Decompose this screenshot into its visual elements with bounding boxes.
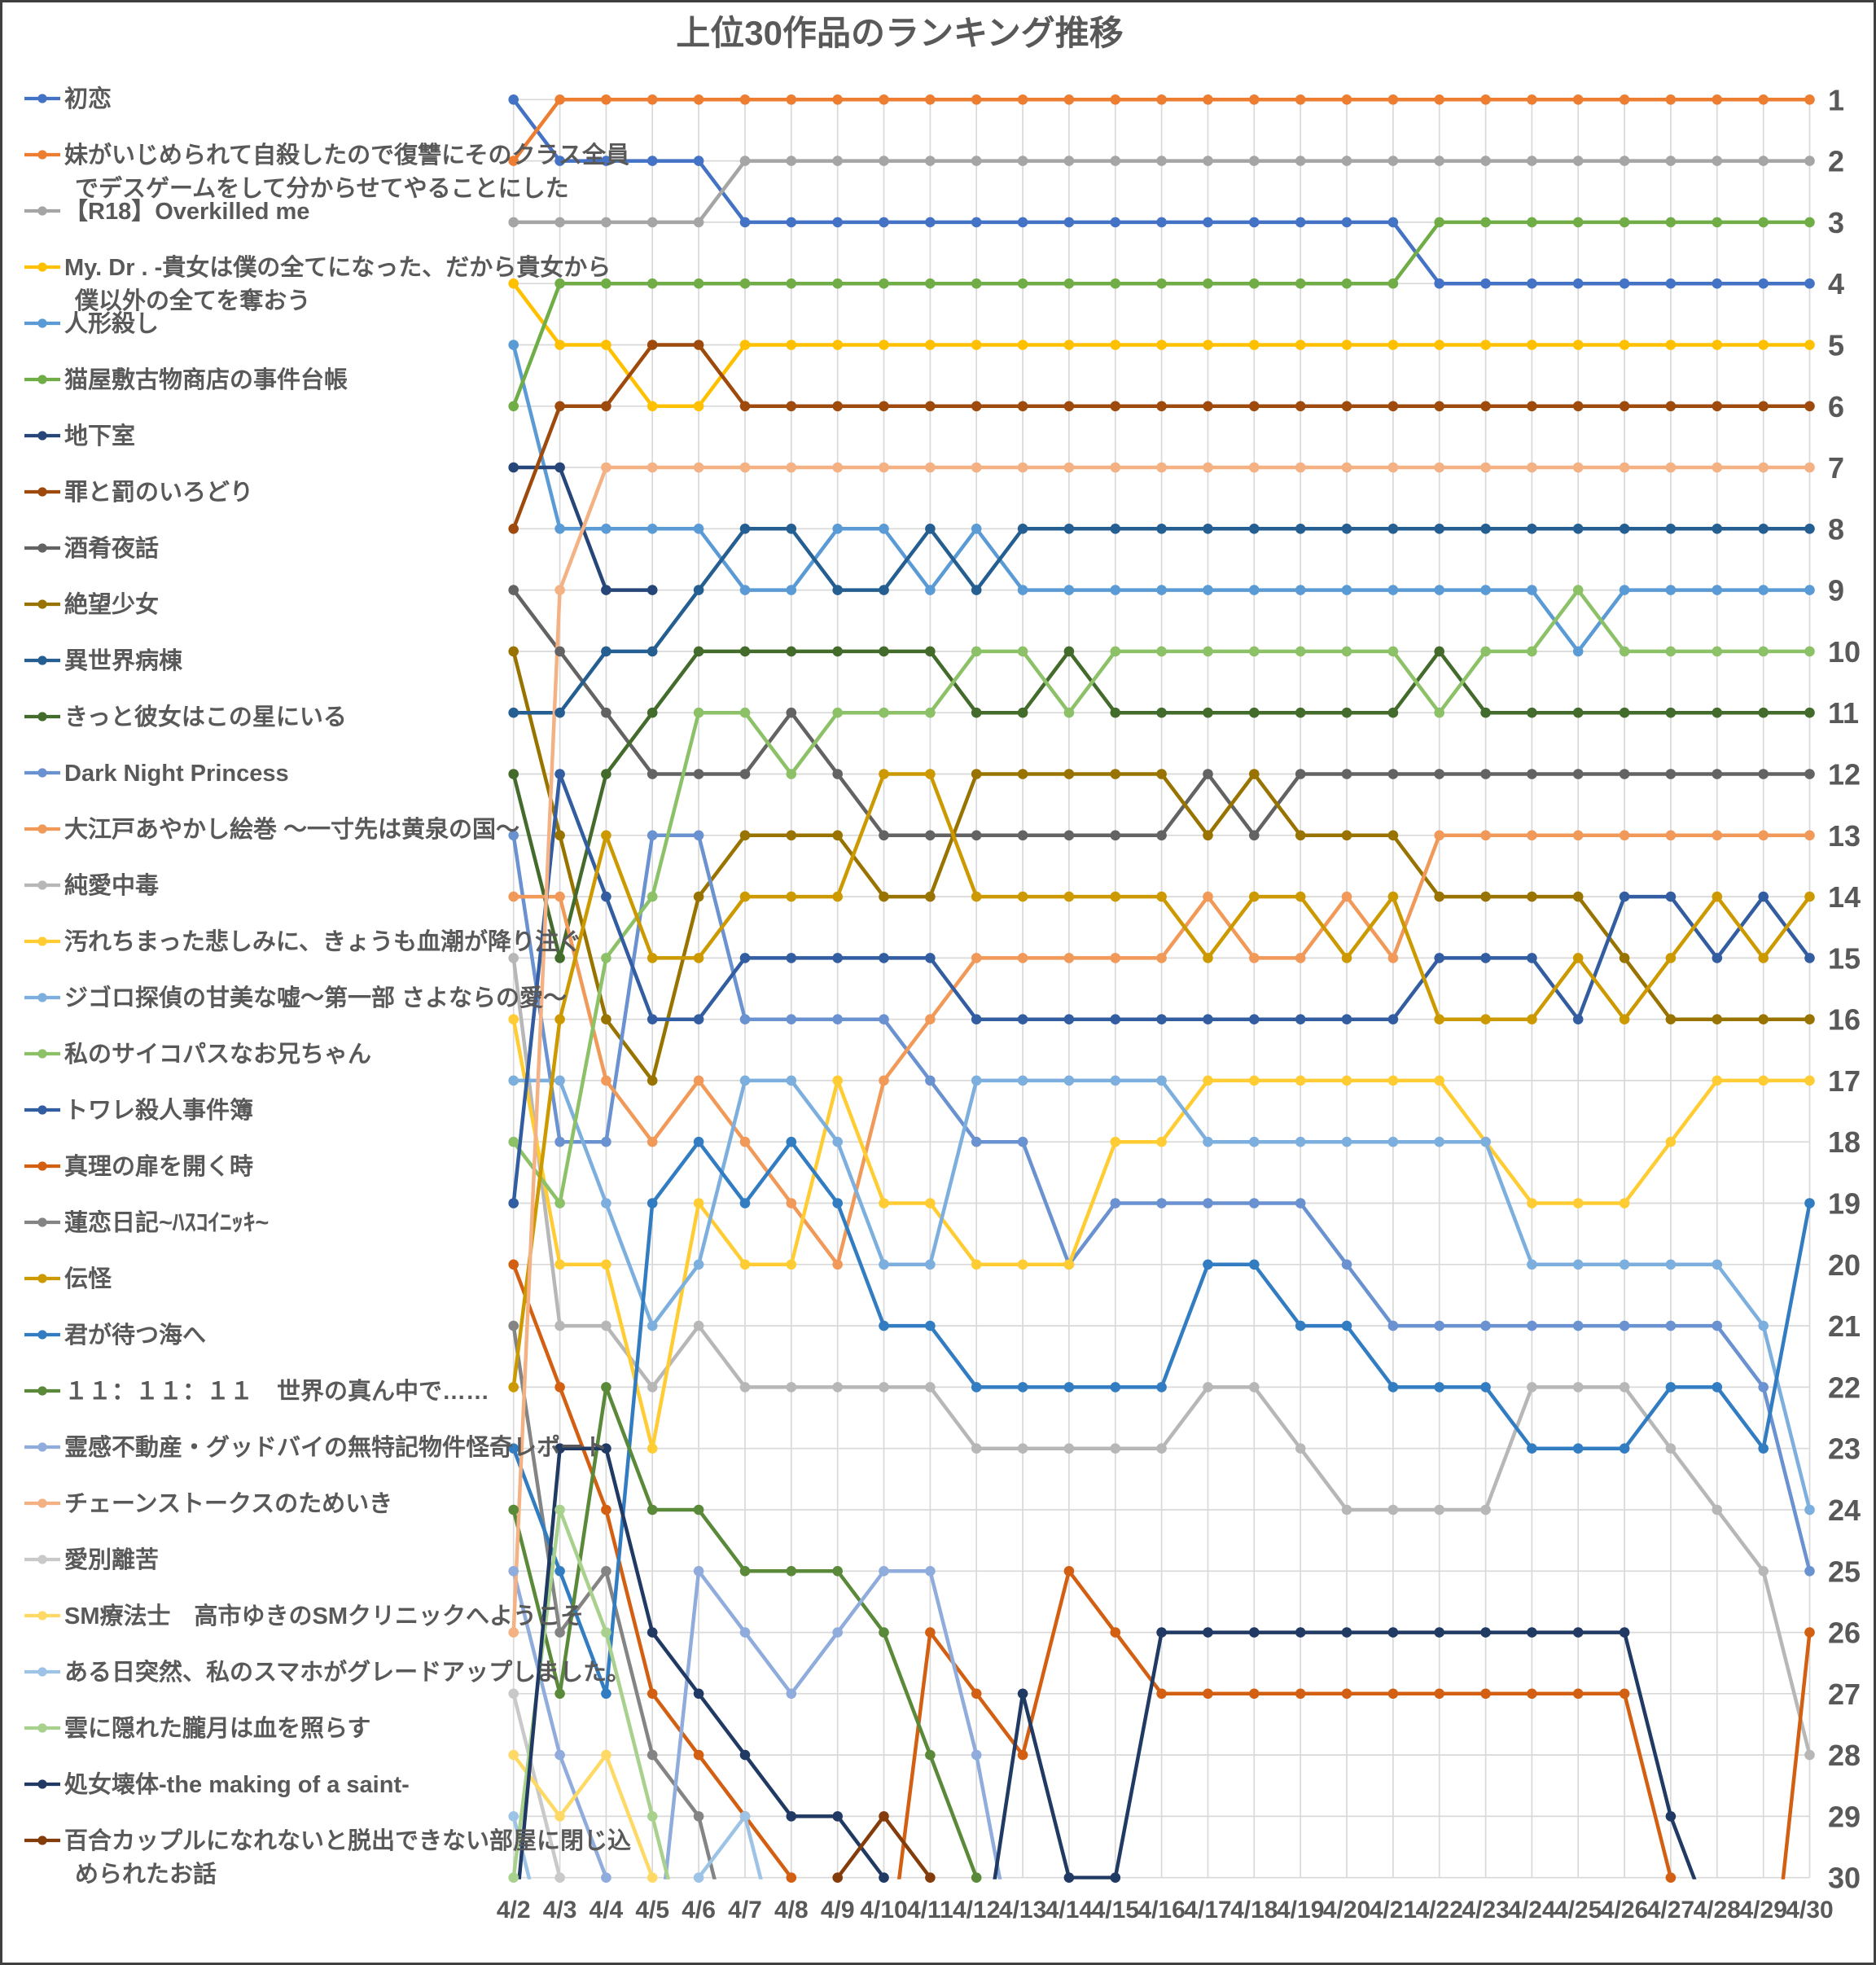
svg-text:妹がいじめられて自殺したので復讐にそのクラス全員: 妹がいじめられて自殺したので復讐にそのクラス全員 <box>64 141 629 169</box>
svg-text:真理の扉を開く時: 真理の扉を開く時 <box>64 1153 253 1180</box>
svg-text:地下室: 地下室 <box>64 422 135 450</box>
svg-text:きっと彼女はこの星にいる: きっと彼女はこの星にいる <box>64 703 347 730</box>
svg-text:4/5: 4/5 <box>635 1897 669 1923</box>
svg-text:4/8: 4/8 <box>774 1897 809 1923</box>
svg-text:4/15: 4/15 <box>1092 1897 1139 1923</box>
svg-text:4/19: 4/19 <box>1277 1897 1324 1923</box>
svg-text:4/7: 4/7 <box>728 1897 762 1923</box>
svg-text:16: 16 <box>1828 1003 1861 1037</box>
svg-text:純愛中毒: 純愛中毒 <box>64 872 159 899</box>
svg-text:大江戸あやかし絵巻 〜一寸先は黄泉の国〜: 大江戸あやかし絵巻 〜一寸先は黄泉の国〜 <box>64 815 519 843</box>
svg-text:ジゴロ探偵の甘美な嘘〜第一部 さよならの愛〜: ジゴロ探偵の甘美な嘘〜第一部 さよならの愛〜 <box>64 984 567 1011</box>
svg-text:1: 1 <box>1828 83 1844 116</box>
svg-text:4/12: 4/12 <box>953 1897 1000 1923</box>
svg-text:13: 13 <box>1828 819 1861 853</box>
svg-text:4/3: 4/3 <box>543 1897 577 1923</box>
svg-text:4/13: 4/13 <box>999 1897 1046 1923</box>
svg-text:4/30: 4/30 <box>1786 1897 1833 1923</box>
svg-text:4/21: 4/21 <box>1370 1897 1417 1923</box>
svg-text:１１：１１：１１ 世界の真ん中で……: １１：１１：１１ 世界の真ん中で…… <box>64 1378 489 1405</box>
svg-text:愛別離苦: 愛別離苦 <box>64 1546 159 1573</box>
svg-text:28: 28 <box>1828 1739 1861 1772</box>
svg-text:初恋: 初恋 <box>64 85 112 112</box>
svg-text:酒肴夜話: 酒肴夜話 <box>64 534 159 562</box>
svg-text:19: 19 <box>1828 1187 1861 1221</box>
svg-text:Dark Night Princess: Dark Night Princess <box>64 761 289 787</box>
svg-text:ある日突然、私のスマホがグレードアップしました。: ある日突然、私のスマホがグレードアップしました。 <box>64 1658 630 1686</box>
svg-text:4/4: 4/4 <box>590 1897 624 1923</box>
svg-text:蓮恋日記~ﾊｽｺｲﾆｯｷ~: 蓮恋日記~ﾊｽｺｲﾆｯｷ~ <box>64 1208 269 1236</box>
svg-text:My. Dr . -貴女は僕の全てになった、だから貴女から: My. Dr . -貴女は僕の全てになった、だから貴女から <box>64 253 611 281</box>
svg-text:6: 6 <box>1828 390 1844 423</box>
svg-text:4/6: 4/6 <box>682 1897 716 1923</box>
svg-text:4/26: 4/26 <box>1601 1897 1648 1923</box>
svg-text:23: 23 <box>1828 1432 1861 1466</box>
svg-text:4/11: 4/11 <box>907 1897 953 1923</box>
svg-text:4/23: 4/23 <box>1462 1897 1509 1923</box>
svg-text:君が待つ海へ: 君が待つ海へ <box>64 1321 206 1349</box>
svg-text:26: 26 <box>1828 1616 1861 1650</box>
svg-text:24: 24 <box>1828 1493 1861 1527</box>
svg-text:4/22: 4/22 <box>1416 1897 1463 1923</box>
svg-text:処女壊体-the making of a saint-: 処女壊体-the making of a saint- <box>64 1770 410 1798</box>
svg-text:4/10: 4/10 <box>860 1897 907 1923</box>
svg-text:4/2: 4/2 <box>497 1897 531 1923</box>
svg-text:私のサイコパスなお兄ちゃん: 私のサイコパスなお兄ちゃん <box>64 1041 371 1068</box>
svg-text:5: 5 <box>1828 329 1844 362</box>
svg-text:【R18】Overkilled me: 【R18】Overkilled me <box>64 198 309 225</box>
svg-text:10: 10 <box>1828 635 1861 669</box>
svg-text:21: 21 <box>1828 1309 1861 1343</box>
svg-text:17: 17 <box>1828 1064 1861 1098</box>
svg-text:人形殺し: 人形殺し <box>64 310 159 337</box>
svg-text:異世界病棟: 異世界病棟 <box>64 647 183 674</box>
svg-text:霊感不動産・グッドバイの無特記物件怪奇レポート: 霊感不動産・グッドバイの無特記物件怪奇レポート <box>64 1433 607 1461</box>
svg-text:伝怪: 伝怪 <box>64 1265 112 1292</box>
svg-text:14: 14 <box>1828 880 1861 914</box>
svg-text:2: 2 <box>1828 145 1844 178</box>
svg-text:11: 11 <box>1828 696 1859 730</box>
svg-text:29: 29 <box>1828 1800 1861 1833</box>
svg-text:4/27: 4/27 <box>1647 1897 1694 1923</box>
svg-text:27: 27 <box>1828 1678 1861 1711</box>
svg-text:猫屋敷古物商店の事件台帳: 猫屋敷古物商店の事件台帳 <box>64 366 348 393</box>
svg-text:4/17: 4/17 <box>1184 1897 1231 1923</box>
svg-text:4/24: 4/24 <box>1508 1897 1556 1923</box>
svg-text:12: 12 <box>1828 758 1861 792</box>
svg-text:3: 3 <box>1828 206 1844 239</box>
svg-text:4/25: 4/25 <box>1554 1897 1602 1923</box>
svg-text:18: 18 <box>1828 1125 1861 1159</box>
svg-text:4/9: 4/9 <box>821 1897 855 1923</box>
svg-text:罪と罰のいろどり: 罪と罰のいろどり <box>64 479 253 506</box>
svg-text:められたお話: められたお話 <box>75 1860 217 1888</box>
svg-text:22: 22 <box>1828 1371 1861 1404</box>
svg-text:4: 4 <box>1828 267 1844 300</box>
svg-text:15: 15 <box>1828 941 1861 975</box>
svg-text:チェーンストークスのためいき: チェーンストークスのためいき <box>64 1490 392 1517</box>
svg-text:トワレ殺人事件簿: トワレ殺人事件簿 <box>64 1097 253 1124</box>
svg-text:4/16: 4/16 <box>1137 1897 1185 1923</box>
svg-text:4/20: 4/20 <box>1323 1897 1370 1923</box>
svg-text:百合カップルになれないと脱出できない部屋に閉じ込: 百合カップルになれないと脱出できない部屋に閉じ込 <box>64 1827 631 1854</box>
svg-text:4/29: 4/29 <box>1740 1897 1787 1923</box>
svg-text:SM療法士 高市ゆきのSMクリニックへようこそ: SM療法士 高市ゆきのSMクリニックへようこそ <box>64 1602 584 1629</box>
svg-text:9: 9 <box>1828 574 1844 607</box>
svg-text:僕以外の全てを奪おう: 僕以外の全てを奪おう <box>74 287 310 314</box>
svg-text:汚れちまった悲しみに、きょうも血潮が降り注ぐ: 汚れちまった悲しみに、きょうも血潮が降り注ぐ <box>64 928 582 955</box>
svg-text:4/14: 4/14 <box>1045 1897 1094 1923</box>
svg-text:4/28: 4/28 <box>1694 1897 1741 1923</box>
svg-text:20: 20 <box>1828 1248 1861 1282</box>
svg-text:8: 8 <box>1828 512 1844 546</box>
svg-text:4/18: 4/18 <box>1230 1897 1278 1923</box>
svg-text:雲に隠れた朧月は血を照らす: 雲に隠れた朧月は血を照らす <box>64 1714 370 1742</box>
svg-text:上位30作品のランキング推移: 上位30作品のランキング推移 <box>676 14 1123 52</box>
svg-text:25: 25 <box>1828 1555 1861 1588</box>
svg-text:絶望少女: 絶望少女 <box>64 590 159 618</box>
svg-text:でデスゲームをして分からせてやることにした: でデスゲームをして分からせてやることにした <box>75 174 569 202</box>
svg-text:30: 30 <box>1828 1862 1861 1895</box>
svg-text:7: 7 <box>1828 451 1844 485</box>
